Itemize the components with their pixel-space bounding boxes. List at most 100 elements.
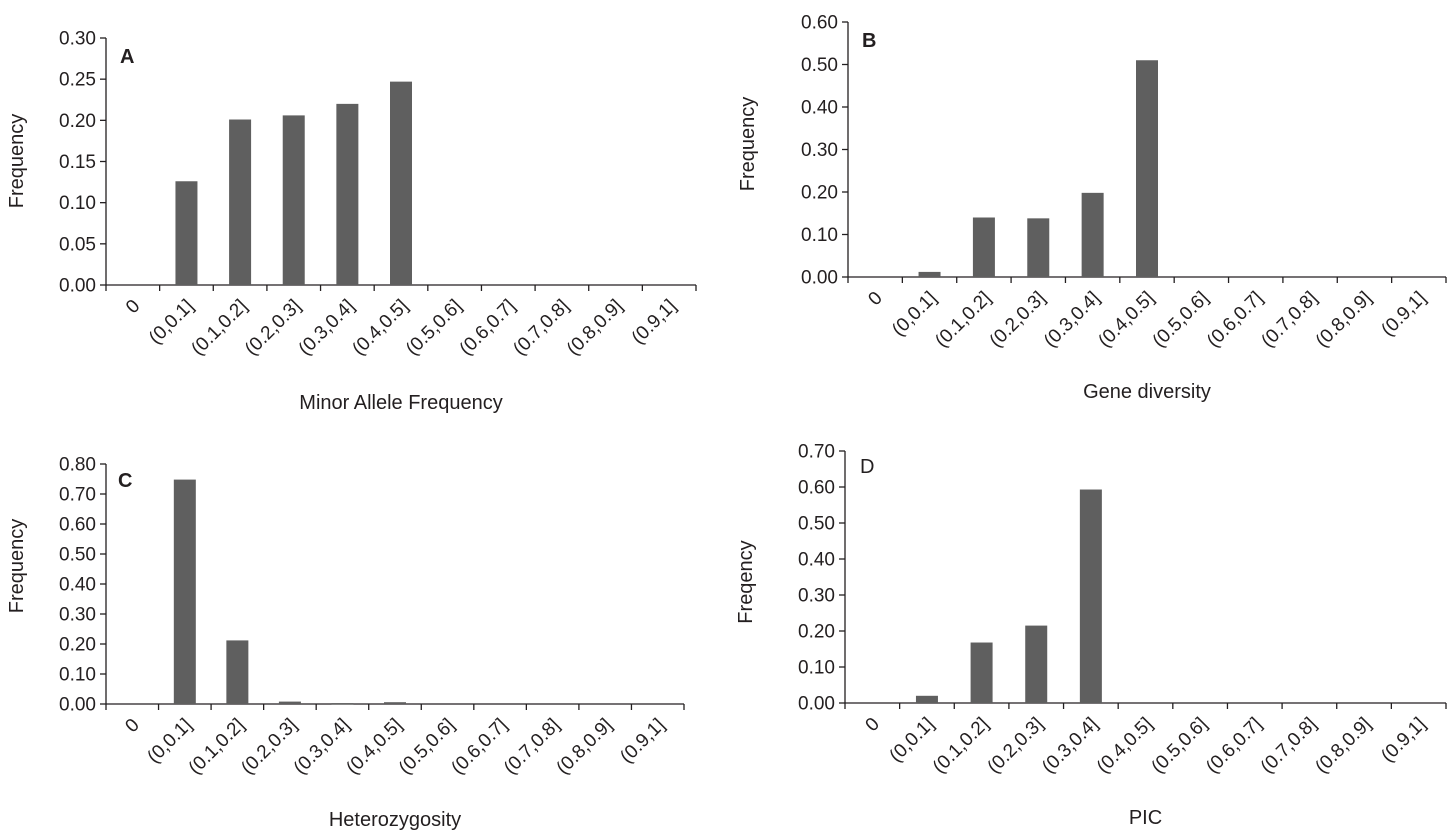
bar [229, 119, 252, 285]
x-tick-label: (0.5,0.6] [1148, 714, 1212, 778]
y-tick-label: 0.20 [801, 183, 838, 204]
x-tick-label: (0.5,0.6] [1149, 288, 1213, 352]
bar [336, 103, 359, 285]
y-tick-label: 0.30 [59, 605, 96, 626]
x-tick-label: (0.8,0.9] [1312, 288, 1376, 352]
x-tick-label: (0,0.1] [145, 296, 198, 349]
y-tick-label: 0.40 [798, 550, 835, 571]
y-axis-title: Frequency [6, 114, 28, 209]
chart-panel-a: 0.00 0.05 0.10 0.15 0.20 0.25 0.30 0 (0,0.1](0.1… [6, 29, 697, 414]
x-tick-label: (0.1,0.2] [187, 296, 251, 360]
y-tick-label: 0.30 [801, 140, 838, 161]
x-tick-label: (0,0.1] [886, 714, 939, 767]
x-tick-label: 0 [122, 296, 144, 318]
x-tick-label: (0.3,0.4] [1038, 714, 1102, 778]
bar [1027, 218, 1050, 277]
x-tick-label: (0.1,0.2] [929, 714, 993, 778]
x-tick-label: (0.8,0.9] [553, 715, 617, 779]
y-tick-label: 0.20 [59, 111, 96, 132]
x-tick-label: (0.1,0.2] [185, 715, 249, 779]
y-tick-label: 0.60 [798, 478, 835, 499]
panel-label: A [120, 46, 134, 68]
bar [970, 642, 993, 703]
y-tick-label: 0.50 [59, 545, 96, 566]
x-axis-title: Minor Allele Frequency [299, 392, 502, 414]
panel-label: D [860, 456, 874, 478]
x-tick-label: (0.3,0.4] [295, 296, 359, 360]
x-tick-label: (0.3,0.4] [290, 715, 354, 779]
x-tick-label: (0.4,0.5] [342, 715, 406, 779]
x-tick-label: (0.2,0.3] [241, 296, 305, 360]
y-tick-label: 0.50 [798, 514, 835, 535]
y-tick-label: 0.70 [798, 442, 835, 463]
y-tick-label: 0.10 [798, 658, 835, 679]
y-tick-label: 0.60 [59, 515, 96, 536]
bar [1025, 625, 1048, 703]
bar [1079, 489, 1102, 703]
y-axis-title: Frequency [6, 519, 28, 614]
chart-panel-b: 0.00 0.10 0.20 0.30 0.40 0.50 0.60 0 (0,0.1](0.1… [737, 13, 1447, 403]
bar [278, 701, 301, 704]
y-tick-label: 0.20 [798, 622, 835, 643]
y-tick-label: 0.10 [59, 665, 96, 686]
y-axis-title: Freqency [735, 540, 757, 623]
x-tick-label: (0.3,0.4] [1040, 288, 1104, 352]
y-tick-label: 0.30 [798, 586, 835, 607]
y-tick-label: 0.70 [59, 485, 96, 506]
x-tick-label: 0 [862, 714, 884, 736]
y-tick-label: 0.00 [59, 695, 96, 716]
bar [972, 217, 995, 277]
x-tick-label: (0.8,0.9] [1311, 714, 1375, 778]
y-tick-label: 0.60 [801, 13, 838, 34]
y-tick-label: 0.00 [798, 694, 835, 715]
y-tick-label: 0.20 [59, 635, 96, 656]
x-tick-label: (0.5,0.6] [402, 296, 466, 360]
x-tick-label: (0.7,0.8] [500, 715, 564, 779]
y-tick-label: 0.00 [59, 276, 96, 297]
x-axis-title: PIC [1129, 807, 1162, 829]
y-tick-label: 0.05 [59, 234, 96, 255]
bar [1081, 192, 1104, 277]
y-tick-label: 0.10 [801, 225, 838, 246]
panel-label: C [118, 470, 132, 492]
y-tick-label: 0.10 [59, 193, 96, 214]
x-tick-label: (0.7,0.8] [1257, 714, 1321, 778]
bar [282, 115, 305, 285]
bar [226, 640, 249, 704]
x-tick-label: (0.9,1] [616, 715, 669, 768]
bar [175, 181, 198, 285]
y-axis-title: Frequency [737, 97, 759, 192]
y-tick-label: 0.50 [801, 55, 838, 76]
y-tick-label: 0.25 [59, 70, 96, 91]
bar [331, 703, 354, 705]
panel-label: B [862, 30, 876, 52]
x-tick-label: (0.9,1] [628, 296, 681, 349]
bar [390, 81, 412, 286]
y-tick-label: 0.00 [801, 268, 838, 289]
chart-panel-c: 0.000.100.200.300.400.500.600.700.800 (0,… [6, 455, 685, 831]
y-tick-label: 0.40 [801, 98, 838, 119]
x-tick-label: (0.4,0.5] [1093, 714, 1157, 778]
y-tick-label: 0.40 [59, 575, 96, 596]
x-tick-label: (0.9,1] [1377, 288, 1430, 341]
x-tick-label: (0.6,0.7] [447, 715, 511, 779]
chart-panel-d: 0.00 0.10 0.20 0.30 0.40 0.50 0.60 0.70 0 (0,0.1]… [735, 442, 1447, 829]
x-tick-label: (0.2,0.3] [984, 714, 1048, 778]
x-tick-label: (0.6,0.7] [456, 296, 520, 360]
x-tick-label: (0.1,0.2] [931, 288, 995, 352]
y-tick-label: 0.15 [59, 152, 96, 173]
y-tick-label: 0.30 [59, 29, 96, 50]
x-tick-label: (0.9,1] [1377, 714, 1430, 767]
x-tick-label: (0.6,0.7] [1203, 288, 1267, 352]
x-tick-label: (0.8,0.9] [563, 296, 627, 360]
bar [915, 695, 938, 703]
bar [384, 702, 406, 704]
x-tick-label: (0.2,0.3] [237, 715, 301, 779]
x-tick-label: (0.4,0.5] [348, 296, 412, 360]
x-axis-title: Gene diversity [1083, 381, 1211, 403]
bar [173, 479, 196, 704]
x-tick-label: (0.2,0.3] [986, 288, 1050, 352]
x-axis-title: Heterozygosity [329, 809, 461, 831]
x-tick-label: (0.6,0.7] [1202, 714, 1266, 778]
